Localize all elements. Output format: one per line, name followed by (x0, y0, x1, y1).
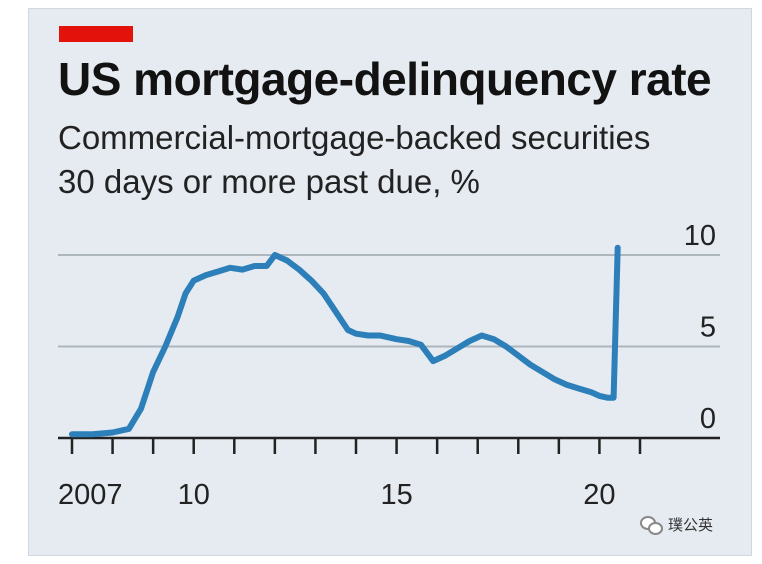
y-axis-labels: 0 5 10 (684, 220, 716, 435)
subtitle-line-2: 30 days or more past due, % (58, 163, 480, 200)
x-axis (58, 436, 720, 454)
chart-panel (28, 8, 752, 556)
y-tick-label-10: 10 (684, 220, 716, 252)
wechat-icon (640, 515, 663, 535)
watermark-text: 璞公英 (668, 516, 714, 534)
subtitle-line-1: Commercial-mortgage-backed securities (58, 119, 651, 156)
x-tick-label-10: 10 (178, 479, 210, 511)
chart-subtitle: Commercial-mortgage-backed securities 30… (58, 116, 650, 204)
y-tick-label-5: 5 (700, 312, 716, 344)
x-axis-labels: 2007 10 15 20 (58, 479, 616, 511)
series-line-0 (69, 244, 621, 438)
y-tick-label-0: 0 (700, 403, 716, 435)
gridlines (58, 254, 720, 348)
chart-title: US mortgage-delinquency rate (58, 53, 712, 105)
series-layer (69, 244, 621, 438)
x-tick-label-2007: 2007 (58, 479, 123, 511)
watermark: 璞公英 (640, 514, 713, 535)
brand-tag (59, 26, 133, 42)
x-tick-label-20: 20 (583, 479, 615, 511)
x-tick-label-15: 15 (380, 479, 412, 511)
